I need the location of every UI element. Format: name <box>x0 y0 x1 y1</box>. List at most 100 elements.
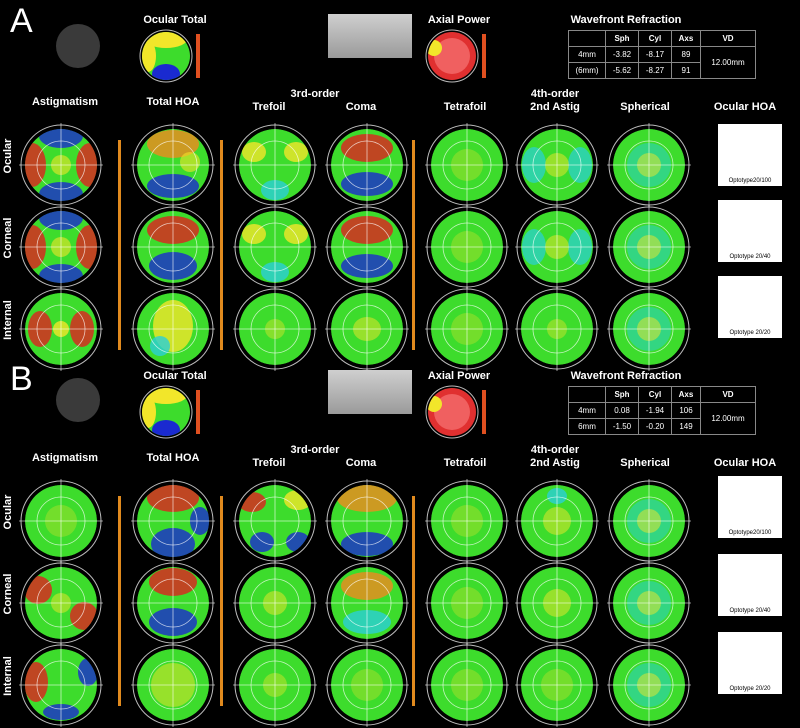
ocular-total-map <box>139 29 200 83</box>
axial-power-title: Axial Power <box>427 370 491 382</box>
wt-axs: 149 <box>671 418 701 435</box>
wavefront-map <box>131 205 215 289</box>
panel-b: B Ocular Total Axial Power Wavefront Ref… <box>0 356 800 727</box>
col-astigmatism: Astigmatism <box>31 96 99 108</box>
wavefront-map <box>425 479 509 563</box>
wavefront-map <box>233 123 317 207</box>
eye-photo <box>328 14 412 58</box>
ocular-hoa-image: Optotype20/100 <box>718 124 782 186</box>
separator <box>118 496 121 706</box>
wavefront-map <box>233 479 317 563</box>
col-total-hoa: Total HOA <box>146 96 200 108</box>
wavefront-map <box>607 205 691 289</box>
wavefront-map <box>233 205 317 289</box>
wt-h2: Cyl <box>638 30 672 47</box>
ocular-hoa-image: Optotype 20/20 <box>718 632 782 694</box>
panel-label: B <box>10 360 33 398</box>
col-total-hoa: Total HOA <box>146 452 200 464</box>
col-spherical: Spherical <box>620 457 670 469</box>
pupil-image <box>56 24 100 68</box>
wavefront-map <box>425 287 509 371</box>
wt-cyl: -8.27 <box>638 62 672 79</box>
wt-h4: VD <box>700 386 756 403</box>
wavefront-map <box>325 479 409 563</box>
wavefront-map <box>515 205 599 289</box>
wt-h4: VD <box>700 30 756 47</box>
ocular-hoa-image: Optotype 20/40 <box>718 200 782 262</box>
col-4th-order: 4th-order <box>530 444 580 456</box>
optotype-caption: Optotype20/100 <box>728 530 772 536</box>
wavefront-map <box>131 287 215 371</box>
wt-h0 <box>568 386 606 403</box>
separator <box>220 140 223 350</box>
wt-axs: 91 <box>671 62 701 79</box>
row-label-internal: Internal <box>2 656 14 696</box>
wavefront-map <box>607 123 691 207</box>
wavefront-table: Sph Cyl Axs VD 4mm 0.08 -1.94 106 12.00m… <box>568 386 756 435</box>
wavefront-map <box>325 205 409 289</box>
wt-sph: -5.62 <box>605 62 639 79</box>
wt-vd: 12.00mm <box>700 46 756 79</box>
wavefront-map <box>131 561 215 645</box>
wavefront-map <box>19 561 103 645</box>
wt-h1: Sph <box>605 30 639 47</box>
wt-axs: 106 <box>671 402 701 419</box>
wavefront-map <box>515 479 599 563</box>
wavefront-map <box>425 643 509 727</box>
col-coma: Coma <box>345 101 377 113</box>
col-3rd-order: 3rd-order <box>290 88 340 100</box>
separator <box>118 140 121 350</box>
ocular-hoa-image: Optotype 20/40 <box>718 554 782 616</box>
wt-axs: 89 <box>671 46 701 63</box>
ocular-hoa-image: Optotype20/100 <box>718 476 782 538</box>
panel-label: A <box>10 2 33 40</box>
separator <box>220 496 223 706</box>
wavefront-map <box>233 561 317 645</box>
wavefront-map <box>19 287 103 371</box>
ocular-total-map <box>139 385 200 439</box>
wavefront-map <box>131 643 215 727</box>
wavefront-map <box>19 479 103 563</box>
wt-zone: (6mm) <box>568 62 606 79</box>
row-label-ocular: Ocular <box>2 494 14 530</box>
wt-sph: -1.50 <box>605 418 639 435</box>
col-tetrafoil: Tetrafoil <box>443 457 487 469</box>
wt-sph: -3.82 <box>605 46 639 63</box>
optotype-caption: Optotype 20/20 <box>729 686 771 692</box>
col-2nd-astig: 2nd Astig <box>530 101 580 113</box>
wt-cyl: -8.17 <box>638 46 672 63</box>
wt-zone: 6mm <box>568 418 606 435</box>
wt-cyl: -0.20 <box>638 418 672 435</box>
wavefront-map <box>131 479 215 563</box>
wavefront-map <box>515 561 599 645</box>
wt-h0 <box>568 30 606 47</box>
wavefront-map <box>515 643 599 727</box>
wavefront-map <box>233 643 317 727</box>
wt-h3: Axs <box>671 386 701 403</box>
wavefront-map <box>515 287 599 371</box>
wavefront-table: Sph Cyl Axs VD 4mm -3.82 -8.17 89 12.00m… <box>568 30 756 79</box>
col-2nd-astig: 2nd Astig <box>530 457 580 469</box>
wt-sph: 0.08 <box>605 402 639 419</box>
col-coma: Coma <box>345 457 377 469</box>
ocular-hoa-image: Optotype 20/20 <box>718 276 782 338</box>
wavefront-map <box>19 643 103 727</box>
optotype-caption: Optotype 20/40 <box>729 608 771 614</box>
row-label-ocular: Ocular <box>2 138 14 174</box>
col-ocular-hoa: Ocular HOA <box>713 457 777 469</box>
wavefront-map <box>233 287 317 371</box>
row-label-internal: Internal <box>2 300 14 340</box>
wavefront-map <box>325 643 409 727</box>
axial-power-title: Axial Power <box>427 14 491 26</box>
wt-zone: 4mm <box>568 402 606 419</box>
optotype-caption: Optotype20/100 <box>728 178 772 184</box>
wavefront-map <box>607 287 691 371</box>
wavefront-map <box>425 205 509 289</box>
row-label-corneal: Corneal <box>2 573 14 615</box>
optotype-caption: Optotype 20/40 <box>729 254 771 260</box>
col-spherical: Spherical <box>620 101 670 113</box>
wavefront-map <box>515 123 599 207</box>
wavefront-title: Wavefront Refraction <box>570 14 682 26</box>
wavefront-map <box>425 561 509 645</box>
wavefront-map <box>425 123 509 207</box>
